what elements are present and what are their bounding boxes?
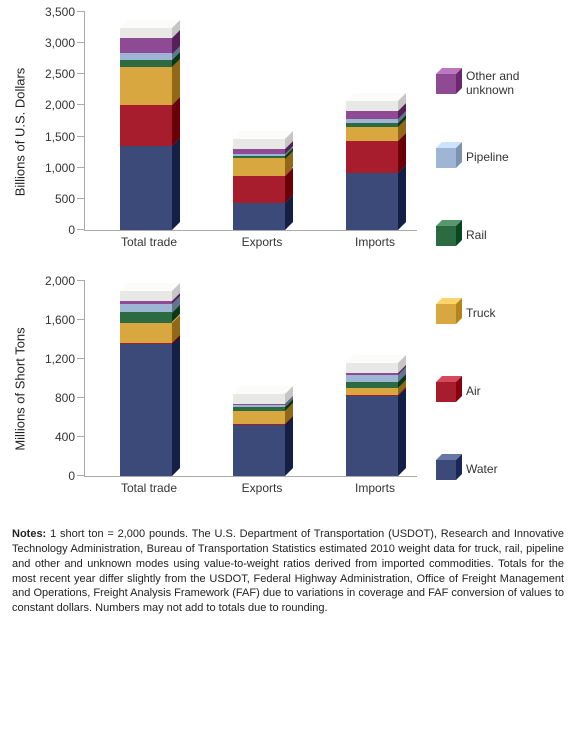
x-labels: Total trade Exports Imports — [84, 477, 416, 497]
legend-item-air: Air — [436, 382, 481, 402]
y-tick-label: 800 — [55, 391, 85, 405]
segment-pipeline — [120, 53, 172, 60]
bar-cap — [346, 101, 398, 111]
plot-area: 05001,0001,5002,0002,5003,0003,500 — [84, 12, 417, 231]
segment-other — [233, 149, 285, 154]
legend-label: Water — [466, 463, 498, 477]
segment-pipeline — [120, 304, 172, 313]
legend-item-water: Water — [436, 460, 498, 480]
segment-truck — [346, 127, 398, 141]
segment-pipeline — [346, 375, 398, 382]
x-label: Imports — [355, 235, 395, 249]
segment-air — [233, 424, 285, 425]
segment-pipeline — [346, 119, 398, 123]
x-label: Exports — [242, 235, 283, 249]
y-tick-label: 2,500 — [45, 67, 85, 81]
x-labels: Total trade Exports Imports — [84, 231, 416, 251]
segment-truck — [120, 323, 172, 343]
segment-water — [233, 424, 285, 476]
segment-truck — [233, 411, 285, 424]
legend-swatch-air — [436, 382, 456, 402]
y-axis-label: Millions of Short Tons — [13, 327, 28, 450]
y-tick-label: 3,500 — [45, 5, 85, 19]
bar-cap — [233, 139, 285, 149]
legend-swatch-truck — [436, 304, 456, 324]
segment-rail — [233, 407, 285, 411]
segment-pipeline — [233, 154, 285, 155]
notes-label: Notes: — [12, 528, 46, 540]
y-tick-label: 400 — [55, 430, 85, 444]
legend-label: Other and unknown — [466, 70, 556, 98]
segment-water — [120, 344, 172, 476]
legend-swatch-other — [436, 74, 456, 94]
bar-cap — [346, 363, 398, 373]
x-label: Exports — [242, 481, 283, 495]
segment-truck — [120, 67, 172, 105]
notes-paragraph: Notes: 1 short ton = 2,000 pounds. The U… — [12, 527, 564, 616]
legend-label: Air — [466, 385, 481, 399]
legend-swatch-water — [436, 460, 456, 480]
segment-other — [233, 404, 285, 405]
segment-rail — [120, 60, 172, 67]
notes-text: 1 short ton = 2,000 pounds. The U.S. Dep… — [12, 528, 564, 614]
segment-air — [233, 176, 285, 203]
y-tick-label: 1,000 — [45, 161, 85, 175]
x-label: Imports — [355, 481, 395, 495]
y-tick-label: 1,200 — [45, 352, 85, 366]
segment-air — [120, 105, 172, 146]
segment-rail — [120, 312, 172, 322]
bar-cap — [233, 394, 285, 404]
y-tick-label: 1,600 — [45, 313, 85, 327]
segment-air — [120, 343, 172, 345]
segment-water — [233, 203, 285, 230]
bars-container — [85, 281, 417, 476]
segment-other — [120, 38, 172, 54]
y-tick-label: 0 — [68, 223, 85, 237]
y-tick-label: 3,000 — [45, 36, 85, 50]
segment-other — [346, 111, 398, 119]
segment-pipeline — [233, 405, 285, 407]
segment-air — [346, 141, 398, 173]
plot-area: 04008001,2001,6002,000 — [84, 281, 417, 477]
segment-rail — [346, 382, 398, 388]
y-axis-label: Billions of U.S. Dollars — [13, 67, 28, 196]
segment-water — [120, 146, 172, 230]
legend-label: Pipeline — [466, 151, 509, 165]
bar-cap — [120, 28, 172, 38]
segment-rail — [233, 156, 285, 159]
legend-swatch-rail — [436, 226, 456, 246]
y-tick-label: 0 — [68, 469, 85, 483]
segment-water — [346, 396, 398, 476]
segment-other — [120, 301, 172, 304]
segment-rail — [346, 123, 398, 127]
legend-item-rail: Rail — [436, 226, 487, 246]
segment-air — [346, 395, 398, 396]
legend-label: Rail — [466, 229, 487, 243]
segment-other — [346, 373, 398, 375]
legend-item-truck: Truck — [436, 304, 496, 324]
legend-swatch-pipeline — [436, 148, 456, 168]
chart-dollars: Billions of U.S. Dollars05001,0001,5002,… — [12, 12, 564, 251]
legend-item-other: Other and unknown — [436, 70, 556, 98]
y-tick-label: 1,500 — [45, 130, 85, 144]
y-tick-label: 500 — [55, 192, 85, 206]
bars-container — [85, 12, 417, 230]
x-label: Total trade — [121, 235, 177, 249]
segment-truck — [346, 388, 398, 395]
segment-truck — [233, 158, 285, 175]
segment-water — [346, 173, 398, 230]
bar-cap — [120, 291, 172, 301]
x-label: Total trade — [121, 481, 177, 495]
legend-label: Truck — [466, 307, 496, 321]
y-tick-label: 2,000 — [45, 98, 85, 112]
y-tick-label: 2,000 — [45, 274, 85, 288]
legend-item-pipeline: Pipeline — [436, 148, 509, 168]
